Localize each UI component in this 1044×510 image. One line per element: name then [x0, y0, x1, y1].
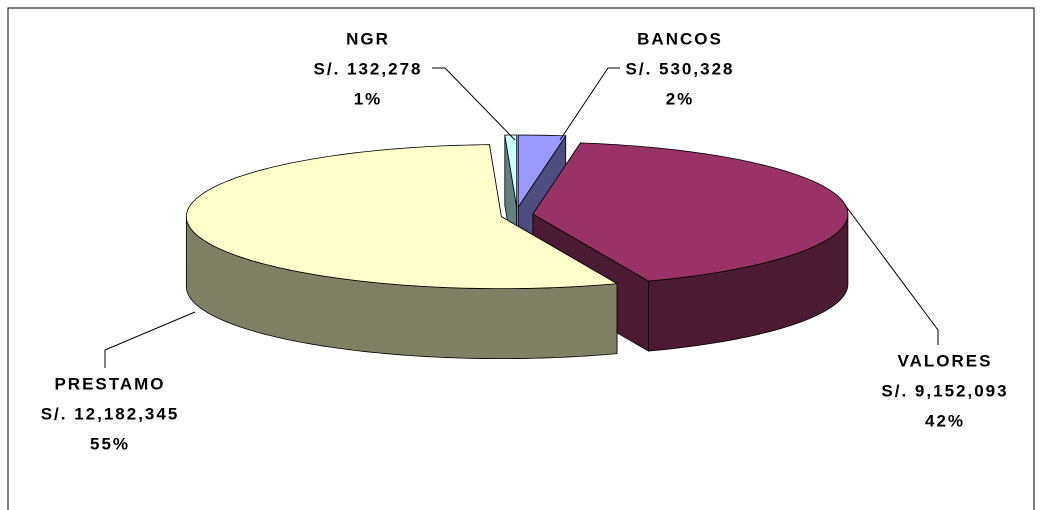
slice-value: S/. 132,278 [314, 59, 423, 78]
slice-name: VALORES [898, 351, 993, 370]
leader-line [559, 67, 620, 141]
slice [185, 144, 619, 290]
leader-line [432, 67, 516, 141]
labels: BANCOS S/. 530,328 2% VALORES S/. 9,152,093 4… [41, 29, 1008, 453]
leader-line [104, 311, 196, 368]
slice-percent: 42% [925, 411, 965, 430]
pie-tops [185, 134, 849, 290]
slice-value: S/. 9,152,093 [881, 381, 1008, 400]
leader-line [844, 204, 939, 345]
slice-name: PRESTAMO [54, 374, 165, 393]
slice-value: S/. 12,182,345 [41, 404, 180, 423]
slice-percent: 55% [90, 434, 130, 453]
slice-value: S/. 530,328 [626, 59, 735, 78]
slice-percent: 2% [666, 89, 695, 108]
slice-name: NGR [346, 29, 390, 48]
slice-name: BANCOS [637, 29, 723, 48]
slice-percent: 1% [354, 89, 383, 108]
